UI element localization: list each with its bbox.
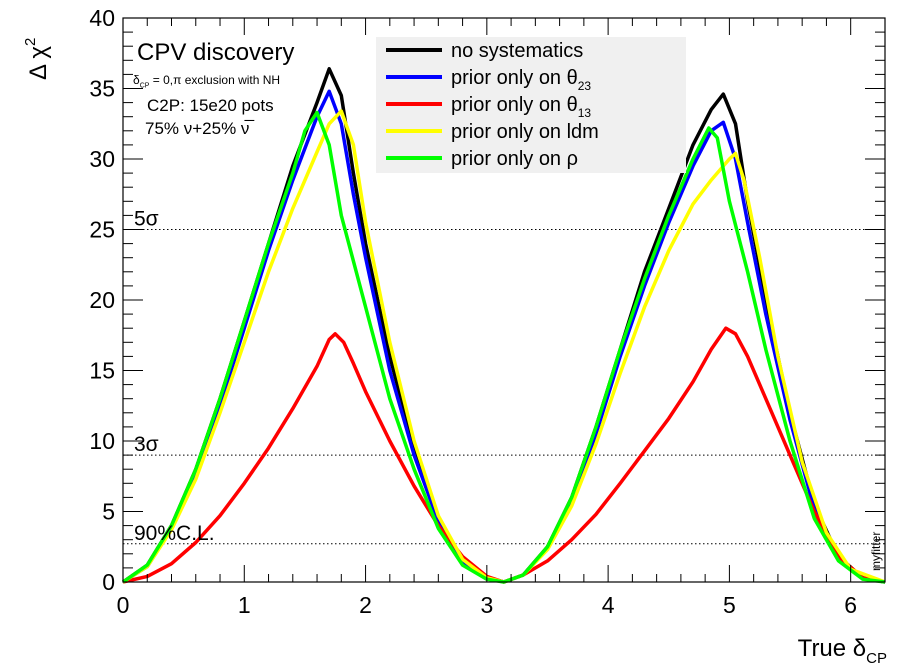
legend-label: prior only on ldm bbox=[451, 121, 599, 143]
y-tick-label: 15 bbox=[89, 358, 115, 384]
y-tick-label: 40 bbox=[89, 5, 115, 31]
x-tick-label: 1 bbox=[238, 592, 251, 618]
y-tick-label: 0 bbox=[102, 569, 115, 595]
reference-label: 5σ bbox=[134, 208, 159, 231]
x-tick-label: 6 bbox=[844, 592, 857, 618]
legend-label: prior only on θ13 bbox=[451, 94, 591, 120]
legend-label: no systematics bbox=[451, 40, 583, 62]
annotation-pots: C2P: 15e20 pots bbox=[147, 96, 274, 115]
x-tick-label: 0 bbox=[117, 592, 130, 618]
legend-label: prior only on θ23 bbox=[451, 67, 591, 93]
y-tick-label: 20 bbox=[89, 287, 115, 313]
series-line bbox=[122, 110, 886, 584]
y-tick-label: 25 bbox=[89, 217, 115, 243]
reference-label: 90%C.L. bbox=[134, 522, 215, 545]
annotations: 5σ 3σ 90%C.L. CPV discovery δCP = 0,π exclus… bbox=[133, 39, 883, 571]
y-tick-label: 35 bbox=[89, 76, 115, 102]
y-tick-label: 30 bbox=[89, 146, 115, 172]
annotation-beam: 75% ν+25% ν̅ bbox=[145, 119, 254, 138]
y-axis-title: Δ χ2 bbox=[22, 38, 52, 80]
reference-label: 3σ bbox=[134, 433, 159, 456]
x-tick-label: 3 bbox=[480, 592, 493, 618]
y-tick-label: 10 bbox=[89, 428, 115, 454]
x-tick-label: 5 bbox=[723, 592, 736, 618]
x-tick-label: 4 bbox=[602, 592, 615, 618]
y-tick-label: 5 bbox=[102, 499, 115, 525]
annotation-title: CPV discovery bbox=[137, 39, 294, 66]
legend-label: prior only on ρ bbox=[451, 148, 578, 170]
x-tick-label: 2 bbox=[359, 592, 372, 618]
x-axis-title: True δCP bbox=[798, 635, 887, 666]
watermark: myfitter bbox=[869, 532, 883, 571]
axes-frame: 0 5 10 15 20 25 30 35 40 0 1 2 3 4 5 6 True δCP Δ χ2 bbox=[22, 5, 887, 667]
annotation-exclusion: δCP = 0,π exclusion with NH bbox=[133, 73, 280, 90]
